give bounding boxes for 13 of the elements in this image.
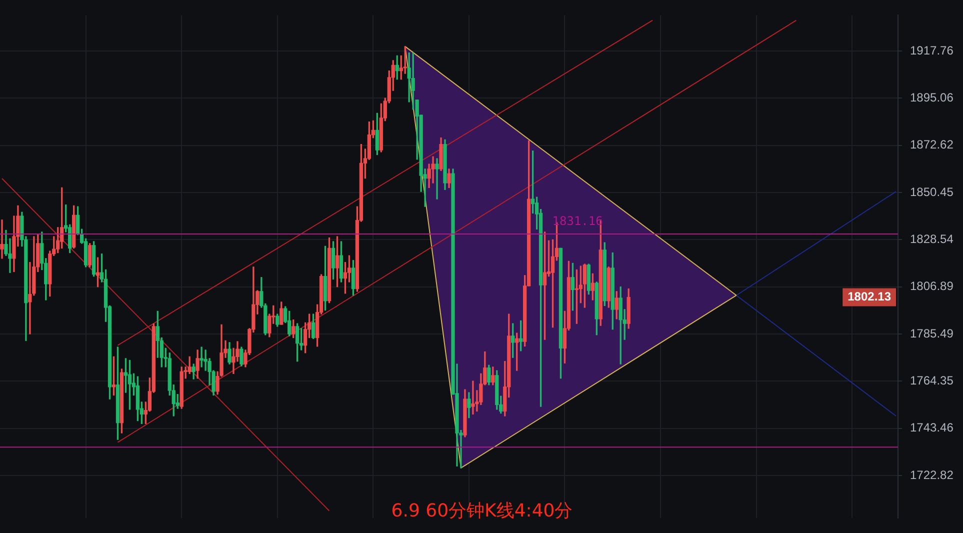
y-tick-label: 1895.06 — [910, 90, 954, 104]
y-tick-label: 1743.46 — [910, 420, 954, 435]
y-tick-label: 1917.76 — [910, 43, 954, 58]
y-tick-label: 1722.82 — [910, 468, 954, 482]
y-tick-label: 1872.62 — [910, 138, 954, 152]
y-tick-label: 1806.89 — [910, 279, 954, 294]
y-tick-label: 1828.54 — [910, 232, 954, 246]
y-tick-label: 1785.49 — [910, 326, 954, 340]
ref-line-label: 1831.16 — [552, 214, 603, 228]
annotation: 1802.13 — [848, 290, 892, 304]
y-tick-label: 1850.45 — [910, 184, 954, 199]
y-tick-label: 1764.35 — [910, 373, 954, 388]
text: 6.9 60分钟K线4:40分 — [391, 500, 573, 522]
